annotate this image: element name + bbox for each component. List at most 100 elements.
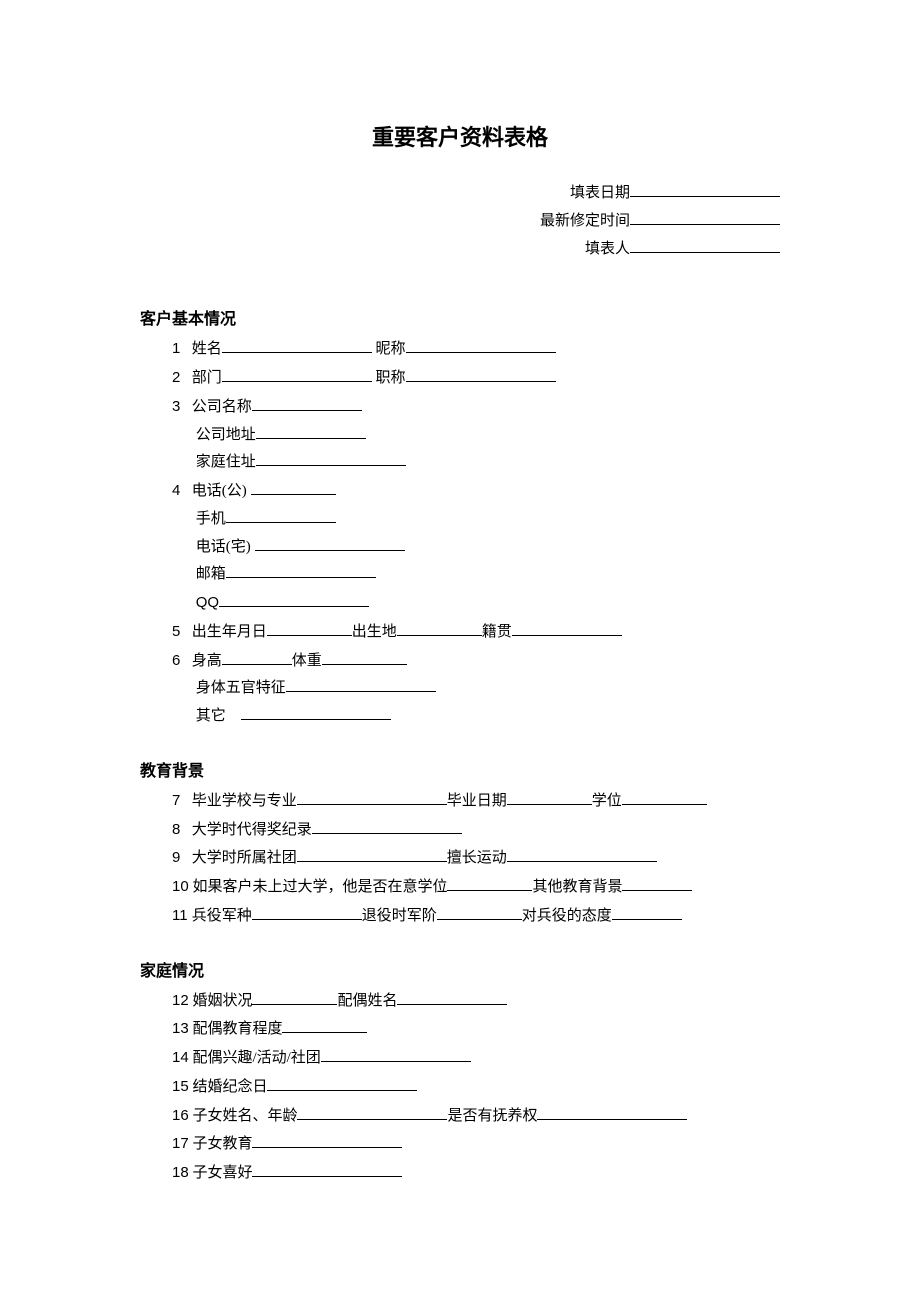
- section-basic: 客户基本情况 1 姓名 昵称 2 部门 职称 3 公司名称 公司地址 家庭住址 …: [140, 305, 780, 731]
- meta-filler: 填表人: [140, 236, 780, 264]
- other-edu-blank[interactable]: [622, 890, 692, 891]
- item-18: 18 子女喜好: [172, 1159, 780, 1188]
- filler-blank[interactable]: [630, 252, 780, 253]
- spouse-edu-label: 配偶教育程度: [192, 1021, 282, 1037]
- family-heading: 家庭情况: [140, 957, 780, 981]
- children-hobby-label: 子女喜好: [192, 1165, 252, 1181]
- clubs-blank[interactable]: [297, 861, 447, 862]
- features-label: 身体五官特征: [196, 680, 286, 696]
- item-1: 1 姓名 昵称: [172, 335, 780, 364]
- nickname-blank[interactable]: [406, 352, 556, 353]
- item-4b: 手机: [172, 506, 780, 534]
- spouse-edu-blank[interactable]: [282, 1032, 367, 1033]
- item-3c: 家庭住址: [172, 449, 780, 477]
- mobile-blank[interactable]: [226, 522, 336, 523]
- num-13: 13: [172, 1015, 189, 1043]
- spouse-name-label: 配偶姓名: [337, 993, 397, 1009]
- native-blank[interactable]: [512, 635, 622, 636]
- height-blank[interactable]: [222, 664, 292, 665]
- item-3b: 公司地址: [172, 422, 780, 450]
- basic-heading: 客户基本情况: [140, 305, 780, 329]
- birthplace-label: 出生地: [352, 624, 397, 640]
- grad-date-blank[interactable]: [507, 804, 592, 805]
- department-blank[interactable]: [222, 381, 372, 382]
- meta-fill-date: 填表日期: [140, 180, 780, 208]
- company-name-label: 公司名称: [192, 399, 252, 415]
- item-4d: 邮箱: [172, 561, 780, 589]
- military-branch-blank[interactable]: [252, 919, 362, 920]
- revision-label: 最新修定时间: [540, 208, 630, 236]
- weight-label: 体重: [292, 653, 322, 669]
- spouse-name-blank[interactable]: [397, 1004, 507, 1005]
- num-8: 8: [172, 816, 188, 844]
- fill-date-blank[interactable]: [630, 196, 780, 197]
- mobile-label: 手机: [196, 511, 226, 527]
- page-title: 重要客户资料表格: [140, 120, 780, 152]
- no-college-label: 如果客户未上过大学，他是否在意学位: [192, 879, 447, 895]
- item-11: 11 兵役军种退役时军阶对兵役的态度: [172, 902, 780, 931]
- section-education: 教育背景 7 毕业学校与专业毕业日期学位 8 大学时代得奖纪录 9 大学时所属社…: [140, 757, 780, 931]
- num-2: 2: [172, 364, 188, 392]
- item-5: 5 出生年月日出生地籍贯: [172, 618, 780, 647]
- num-16: 16: [172, 1102, 189, 1130]
- filler-label: 填表人: [585, 236, 630, 264]
- phone-home-blank[interactable]: [255, 550, 405, 551]
- spouse-interest-blank[interactable]: [321, 1061, 471, 1062]
- num-1: 1: [172, 335, 188, 363]
- features-blank[interactable]: [286, 691, 436, 692]
- item-2: 2 部门 职称: [172, 364, 780, 393]
- meta-revision: 最新修定时间: [140, 208, 780, 236]
- marital-label: 婚姻状况: [192, 993, 252, 1009]
- custody-label: 是否有抚养权: [447, 1108, 537, 1124]
- degree-blank[interactable]: [622, 804, 707, 805]
- email-label: 邮箱: [196, 566, 226, 582]
- item-16: 16 子女姓名、年龄 是否有抚养权: [172, 1102, 780, 1131]
- qq-blank[interactable]: [219, 606, 369, 607]
- anniversary-label: 结婚纪念日: [192, 1079, 267, 1095]
- revision-blank[interactable]: [630, 224, 780, 225]
- other-edu-label: 其他教育背景: [532, 879, 622, 895]
- spouse-interest-label: 配偶兴趣/活动/社团: [192, 1050, 320, 1066]
- meta-block: 填表日期 最新修定时间 填表人: [140, 180, 780, 263]
- company-addr-label: 公司地址: [196, 427, 256, 443]
- email-blank[interactable]: [226, 577, 376, 578]
- title-label: 职称: [376, 370, 406, 386]
- military-attitude-blank[interactable]: [612, 919, 682, 920]
- education-heading: 教育背景: [140, 757, 780, 781]
- children-name-age-blank[interactable]: [297, 1119, 447, 1120]
- sports-blank[interactable]: [507, 861, 657, 862]
- custody-blank[interactable]: [537, 1119, 687, 1120]
- children-edu-blank[interactable]: [252, 1147, 402, 1148]
- num-4: 4: [172, 477, 188, 505]
- discharge-rank-label: 退役时军阶: [362, 908, 437, 924]
- native-label: 籍贯: [482, 624, 512, 640]
- no-college-blank[interactable]: [447, 890, 532, 891]
- awards-label: 大学时代得奖纪录: [192, 822, 312, 838]
- name-blank[interactable]: [222, 352, 372, 353]
- company-name-blank[interactable]: [252, 410, 362, 411]
- military-attitude-label: 对兵役的态度: [522, 908, 612, 924]
- anniversary-blank[interactable]: [267, 1090, 417, 1091]
- discharge-rank-blank[interactable]: [437, 919, 522, 920]
- section-family: 家庭情况 12 婚姻状况配偶姓名 13 配偶教育程度 14 配偶兴趣/活动/社团…: [140, 957, 780, 1188]
- weight-blank[interactable]: [322, 664, 407, 665]
- company-addr-blank[interactable]: [256, 438, 366, 439]
- item-10: 10 如果客户未上过大学，他是否在意学位其他教育背景: [172, 873, 780, 902]
- degree-label: 学位: [592, 793, 622, 809]
- awards-blank[interactable]: [312, 833, 462, 834]
- home-addr-blank[interactable]: [256, 465, 406, 466]
- children-hobby-blank[interactable]: [252, 1176, 402, 1177]
- birthplace-blank[interactable]: [397, 635, 482, 636]
- marital-blank[interactable]: [252, 1004, 337, 1005]
- phone-work-blank[interactable]: [251, 494, 336, 495]
- height-label: 身高: [192, 653, 222, 669]
- item-9: 9 大学时所属社团擅长运动: [172, 844, 780, 873]
- grad-school-blank[interactable]: [297, 804, 447, 805]
- num-11: 11: [172, 902, 188, 930]
- title-blank[interactable]: [406, 381, 556, 382]
- family-items: 12 婚姻状况配偶姓名 13 配偶教育程度 14 配偶兴趣/活动/社团 15 结…: [140, 987, 780, 1188]
- item-3: 3 公司名称: [172, 393, 780, 422]
- dob-blank[interactable]: [267, 635, 352, 636]
- other-blank[interactable]: [241, 719, 391, 720]
- children-name-age-label: 子女姓名、年龄: [192, 1108, 297, 1124]
